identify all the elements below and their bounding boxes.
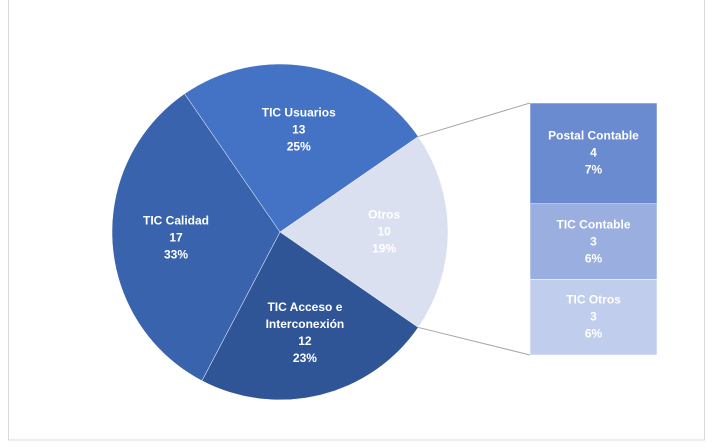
label-line: Postal Contable [548,128,639,143]
label-line: 3 [590,234,597,249]
label-line: 19% [372,241,397,256]
data-label: TIC Usuarios 13 25% [262,104,336,155]
label-line: 33% [163,247,189,262]
chart-border [8,0,705,441]
label-line: TIC Otros [566,292,621,307]
pie-slice [279,136,449,328]
breakout-segment [529,102,658,205]
label-line: TIC Calidad [143,213,210,228]
label-line: 23% [292,351,317,366]
label-line: 25% [286,139,311,154]
pie-slice [111,93,281,382]
pie-slice [184,63,419,233]
label-line: 6% [584,326,603,341]
label-line: 4 [590,145,597,160]
data-label: TIC Acceso e Interconexión 12 23% [250,299,360,367]
label-line: Otros [368,207,401,222]
breakout-segment [529,279,658,356]
label-line: 7% [584,162,603,177]
label-line: TIC Contable [556,217,631,232]
label-line: 12 [298,334,312,349]
data-label: Otros 10 19% [368,207,400,258]
label-line: TIC Acceso e Interconexión [265,300,345,332]
connector-line [418,102,531,138]
label-line: TIC Usuarios [261,105,336,120]
breakout-segment [529,203,658,280]
label-line: 3 [590,309,597,324]
label-line: 17 [169,230,183,245]
pie-slice [201,231,419,401]
label-line: 6% [584,251,603,266]
connector-line [418,326,531,356]
data-label: Postal Contable 4 7% [548,128,639,179]
data-label: TIC Calidad 17 33% [143,213,209,264]
data-label: TIC Contable 3 6% [557,216,631,267]
label-line: 13 [292,122,306,137]
label-line: 10 [377,224,391,239]
data-label: TIC Otros 3 6% [566,292,621,343]
